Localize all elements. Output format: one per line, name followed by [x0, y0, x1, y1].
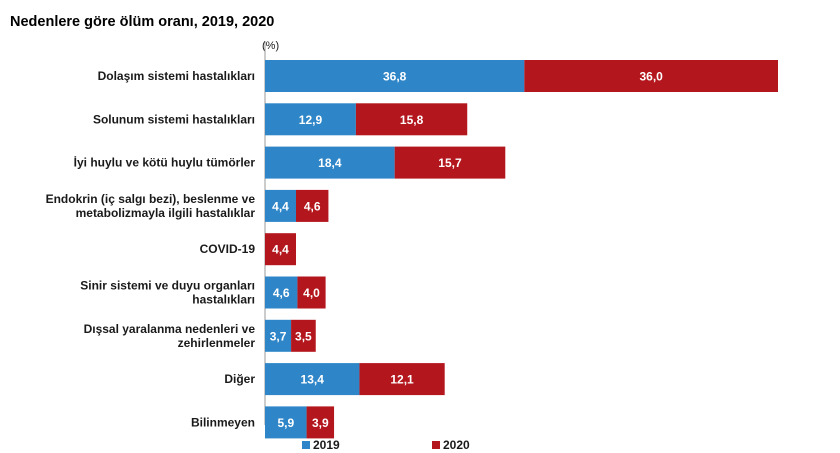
category-label-line: İyi huylu ve kötü huylu tümörler — [74, 155, 256, 170]
category-label-line: Solunum sistemi hastalıkları — [93, 112, 255, 126]
category-label: COVID-19 — [200, 242, 256, 256]
category-label-line: hastalıkları — [192, 293, 255, 307]
data-label-2020: 4,0 — [303, 286, 320, 300]
data-label-2019: 18,4 — [318, 156, 342, 170]
data-label-2020: 15,8 — [400, 113, 424, 127]
chart-title: Nedenlere göre ölüm oranı, 2019, 2020 — [10, 14, 275, 30]
legend-label-2020: 2020 — [443, 438, 470, 452]
bar-2020 — [297, 276, 326, 309]
category-label-line: zehirlenmeler — [178, 336, 256, 350]
bar-2020 — [296, 189, 329, 222]
bar-2019 — [265, 319, 292, 352]
category-label: Dolaşım sistemi hastalıkları — [98, 69, 255, 83]
category-label-line: Bilinmeyen — [191, 415, 255, 429]
bar-2019 — [265, 146, 395, 179]
data-label-2019: 5,9 — [277, 416, 294, 430]
data-label-2019: 3,7 — [270, 329, 287, 343]
category-label-line: Endokrin (iç salgı bezi), beslenme ve — [46, 192, 256, 206]
data-label-2020: 15,7 — [438, 156, 462, 170]
data-label-2020: 3,9 — [312, 416, 329, 430]
category-label-line: Dolaşım sistemi hastalıkları — [98, 69, 255, 83]
category-label-line: Sinir sistemi ve duyu organları — [80, 279, 255, 293]
data-label-2019: 36,8 — [383, 70, 407, 84]
data-label-2019: 12,9 — [299, 113, 323, 127]
bar-2019 — [265, 406, 307, 439]
legend-label-2019: 2019 — [313, 438, 340, 452]
bar-2019 — [265, 189, 297, 222]
bar-2020 — [265, 233, 297, 266]
data-label-2019: 13,4 — [301, 373, 325, 387]
data-label-2020: 12,1 — [390, 373, 414, 387]
unit-label: (%) — [262, 40, 279, 52]
category-label-line: Dışsal yaralanma nedenleri ve — [84, 322, 256, 336]
legend-swatch-2019 — [302, 441, 310, 449]
data-label-2020: 4,6 — [304, 199, 321, 213]
data-label-2019: 4,6 — [273, 286, 290, 300]
category-label: Endokrin (iç salgı bezi), beslenme ve met… — [46, 192, 256, 220]
category-label: İyi huylu ve kötü huylu tümörler — [74, 155, 256, 170]
category-label: Dışsal yaralanma nedenleri ve zehirlenmel… — [84, 322, 256, 350]
bar-2020 — [359, 363, 445, 396]
data-label-2020: 36,0 — [639, 70, 663, 84]
bar-2020 — [306, 406, 335, 439]
data-label-2020: 3,5 — [295, 329, 312, 343]
bar-2019 — [265, 276, 298, 309]
bar-2019 — [265, 103, 356, 136]
data-label-2019: 4,4 — [272, 199, 289, 213]
category-label-line: Diğer — [224, 372, 255, 386]
category-label: Sinir sistemi ve duyu organları hastalıkl… — [80, 279, 255, 307]
bars-group: Dolaşım sistemi hastalıkları 36,8 36,0 Solu… — [46, 60, 778, 439]
legend: 2019 2020 — [302, 438, 470, 452]
bar-2019 — [265, 363, 360, 396]
category-label: Diğer — [224, 372, 255, 386]
category-label-line: metabolizmayla ilgili hastalıklar — [76, 206, 256, 220]
bar-2020 — [524, 60, 778, 92]
category-label-line: COVID-19 — [200, 242, 256, 256]
bar-2020 — [291, 319, 316, 352]
category-label: Solunum sistemi hastalıkları — [93, 112, 255, 126]
data-label-2020: 4,4 — [272, 243, 289, 257]
bar-2020 — [355, 103, 468, 136]
bar-2020 — [394, 146, 506, 179]
category-label: Bilinmeyen — [191, 415, 255, 429]
legend-swatch-2020 — [432, 441, 440, 449]
bar-2019 — [265, 60, 525, 92]
